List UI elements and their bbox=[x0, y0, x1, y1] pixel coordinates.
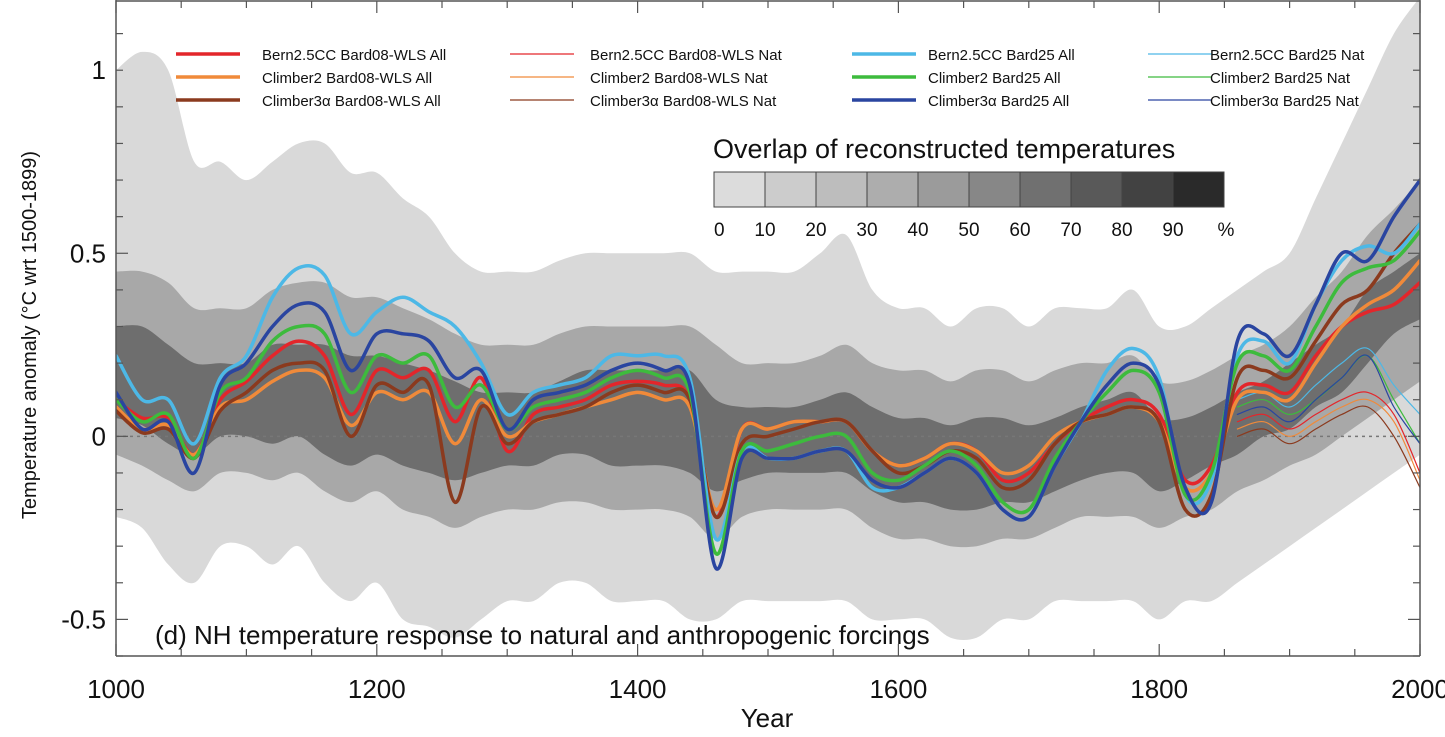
overlap-key-swatch bbox=[968, 171, 1021, 208]
series-line bbox=[1236, 391, 1420, 474]
y-tick-label: 0 bbox=[92, 421, 106, 451]
overlap-key-label: 10 bbox=[754, 220, 775, 241]
x-tick-label: 1200 bbox=[348, 674, 406, 704]
overlap-key-label: 80 bbox=[1111, 220, 1132, 241]
legend-label: Climber3α Bard08-WLS Nat bbox=[590, 93, 777, 110]
x-tick-label: 1400 bbox=[609, 674, 667, 704]
legend-label: Climber3α Bard08-WLS All bbox=[262, 93, 441, 110]
axis-ticks: 1000 1200 1400 1600 1800 2000 -0.5 0 0.5 1 bbox=[61, 1, 1445, 704]
legend-label: Bern2.5CC Bard08-WLS All bbox=[262, 47, 446, 64]
y-axis-label: Temperature anomaly (°C wrt 1500-1899) bbox=[19, 151, 41, 519]
series-line bbox=[116, 229, 1420, 556]
series-line bbox=[1236, 354, 1420, 445]
overlap-key-label: 70 bbox=[1060, 220, 1081, 241]
overlap-key-swatch bbox=[1172, 171, 1225, 208]
y-tick-label: 0.5 bbox=[70, 238, 106, 268]
overlap-key-label: 30 bbox=[856, 220, 877, 241]
legend-label: Bern2.5CC Bard08-WLS Nat bbox=[590, 47, 783, 64]
y-tick-label: -0.5 bbox=[61, 604, 106, 634]
legend-label: Bern2.5CC Bard25 Nat bbox=[1210, 47, 1365, 64]
overlap-key-label: 0 bbox=[714, 220, 725, 241]
overlap-key-label: % bbox=[1218, 220, 1235, 241]
panel-label: (d) NH temperature response to natural a… bbox=[155, 620, 930, 650]
overlap-key-swatch bbox=[1121, 171, 1174, 208]
overlap-key-label: 90 bbox=[1162, 220, 1183, 241]
x-tick-label: 1600 bbox=[869, 674, 927, 704]
overlap-key-swatch bbox=[917, 171, 970, 208]
series-layer bbox=[116, 178, 1420, 571]
x-tick-label: 1000 bbox=[87, 674, 145, 704]
overlap-key-swatch bbox=[815, 171, 868, 208]
series-line bbox=[1236, 405, 1420, 489]
legend-label: Climber2 Bard08-WLS All bbox=[262, 70, 432, 87]
overlap-key-swatch bbox=[1019, 171, 1072, 208]
series-line bbox=[116, 178, 1420, 571]
series-line bbox=[1236, 398, 1420, 481]
overlap-key-title: Overlap of reconstructed temperatures bbox=[713, 134, 1175, 164]
legend-label: Climber3α Bard25 Nat bbox=[1210, 93, 1360, 110]
overlap-key-swatch bbox=[1070, 171, 1123, 208]
legend-label: Climber2 Bard08-WLS Nat bbox=[590, 70, 768, 87]
overlap-key: Overlap of reconstructed temperatures 0 10… bbox=[713, 134, 1235, 241]
overlap-key-label: 40 bbox=[907, 220, 928, 241]
legend: Bern2.5CC Bard08-WLS All Climber2 Bard08-… bbox=[176, 47, 1365, 110]
overlap-key-label: 20 bbox=[805, 220, 826, 241]
overlap-key-swatch bbox=[866, 171, 919, 208]
x-tick-label: 2000 bbox=[1391, 674, 1445, 704]
series-line bbox=[116, 222, 1420, 519]
overlap-key-label: 60 bbox=[1009, 220, 1030, 241]
legend-label: Bern2.5CC Bard25 All bbox=[928, 47, 1075, 64]
x-tick-label: 1800 bbox=[1130, 674, 1188, 704]
overlap-key-label: 50 bbox=[958, 220, 979, 241]
overlap-key-swatch bbox=[764, 171, 817, 208]
legend-label: Climber3α Bard25 All bbox=[928, 93, 1069, 110]
legend-label: Climber2 Bard25 Nat bbox=[1210, 70, 1351, 87]
x-axis-label: Year bbox=[741, 703, 794, 732]
overlap-key-swatch bbox=[713, 171, 766, 208]
legend-label: Climber2 Bard25 All bbox=[928, 70, 1061, 87]
y-tick-label: 1 bbox=[92, 55, 106, 85]
